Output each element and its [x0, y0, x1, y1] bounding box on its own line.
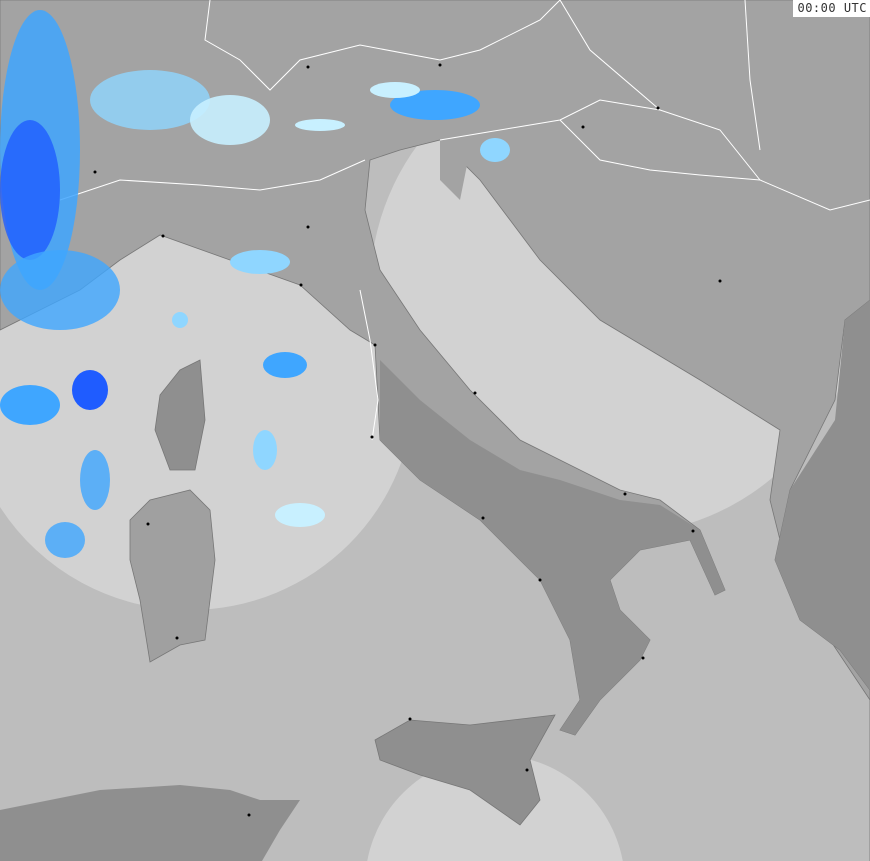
corsica	[154, 359, 206, 471]
precipitation-echoes	[0, 10, 510, 558]
country-borders	[59, 0, 870, 441]
timestamp-label: 00:00 UTC	[793, 0, 870, 17]
sicily	[374, 714, 556, 826]
balkans-shade	[775, 300, 870, 690]
north-africa	[0, 785, 300, 861]
istria	[440, 140, 470, 200]
italy-south-shade	[380, 360, 725, 735]
city-markers	[93, 63, 722, 817]
sardinia	[129, 489, 216, 663]
